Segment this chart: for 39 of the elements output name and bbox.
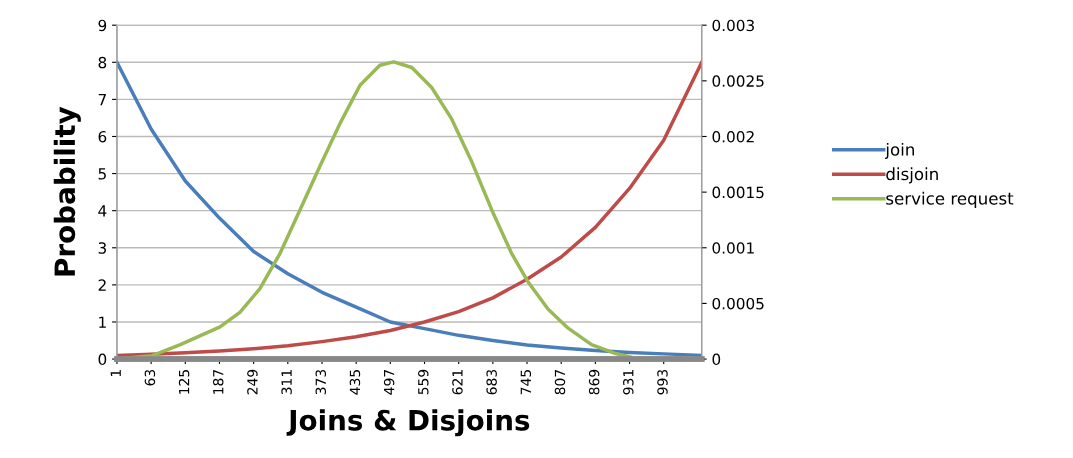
y-tick-label: 9 (98, 19, 107, 32)
y2-tick-label: 0.003 (712, 19, 754, 32)
y2-tick-label: 0.001 (712, 242, 754, 254)
legend-label: join (885, 142, 914, 160)
y2-tick-label: 0 (712, 353, 721, 366)
x-tick-label: 373 (315, 369, 327, 395)
y-tick-label: 7 (98, 94, 106, 106)
y-tick-label: 0 (98, 353, 107, 366)
x-tick-label: 187 (213, 369, 224, 394)
y2-tick-label: 0.002 (712, 130, 754, 143)
legend-label: disjoin (886, 167, 938, 184)
x-tick-label: 1 (110, 370, 121, 377)
x-tick-label: 621 (452, 370, 463, 395)
x-tick-label: 683 (486, 369, 497, 395)
y-tick-label: 4 (98, 205, 107, 217)
y-tick-label: 6 (98, 130, 107, 143)
y2-tick-label: 0.0005 (712, 297, 764, 310)
y-tick-label: 2 (98, 279, 106, 291)
y2-tick-label: 0.0015 (712, 186, 764, 199)
x-tick-label: 497 (383, 369, 395, 395)
y-tick-label: 8 (98, 56, 107, 69)
x-axis-title: Joins & Disjoins (286, 409, 530, 437)
y-tick-label: 3 (98, 242, 107, 254)
y-tick-label: 5 (98, 168, 106, 180)
y-axis-title: Probability (53, 106, 81, 276)
legend-label: service request (886, 191, 1014, 208)
y2-tick-label: 0.0025 (712, 75, 764, 87)
x-tick-label: 63 (144, 369, 156, 386)
y-tick-label: 1 (99, 316, 106, 328)
x-tick-label: 931 (623, 370, 634, 395)
x-tick-label: 869 (588, 369, 600, 395)
x-tick-label: 993 (657, 369, 668, 395)
x-tick-label: 745 (520, 370, 532, 395)
x-tick-label: 807 (554, 369, 566, 395)
x-tick-label: 435 (349, 370, 361, 395)
x-tick-label: 311 (281, 370, 292, 395)
x-tick-label: 125 (178, 370, 190, 394)
x-tick-label: 249 (247, 369, 258, 395)
x-tick-label: 559 (418, 369, 429, 395)
